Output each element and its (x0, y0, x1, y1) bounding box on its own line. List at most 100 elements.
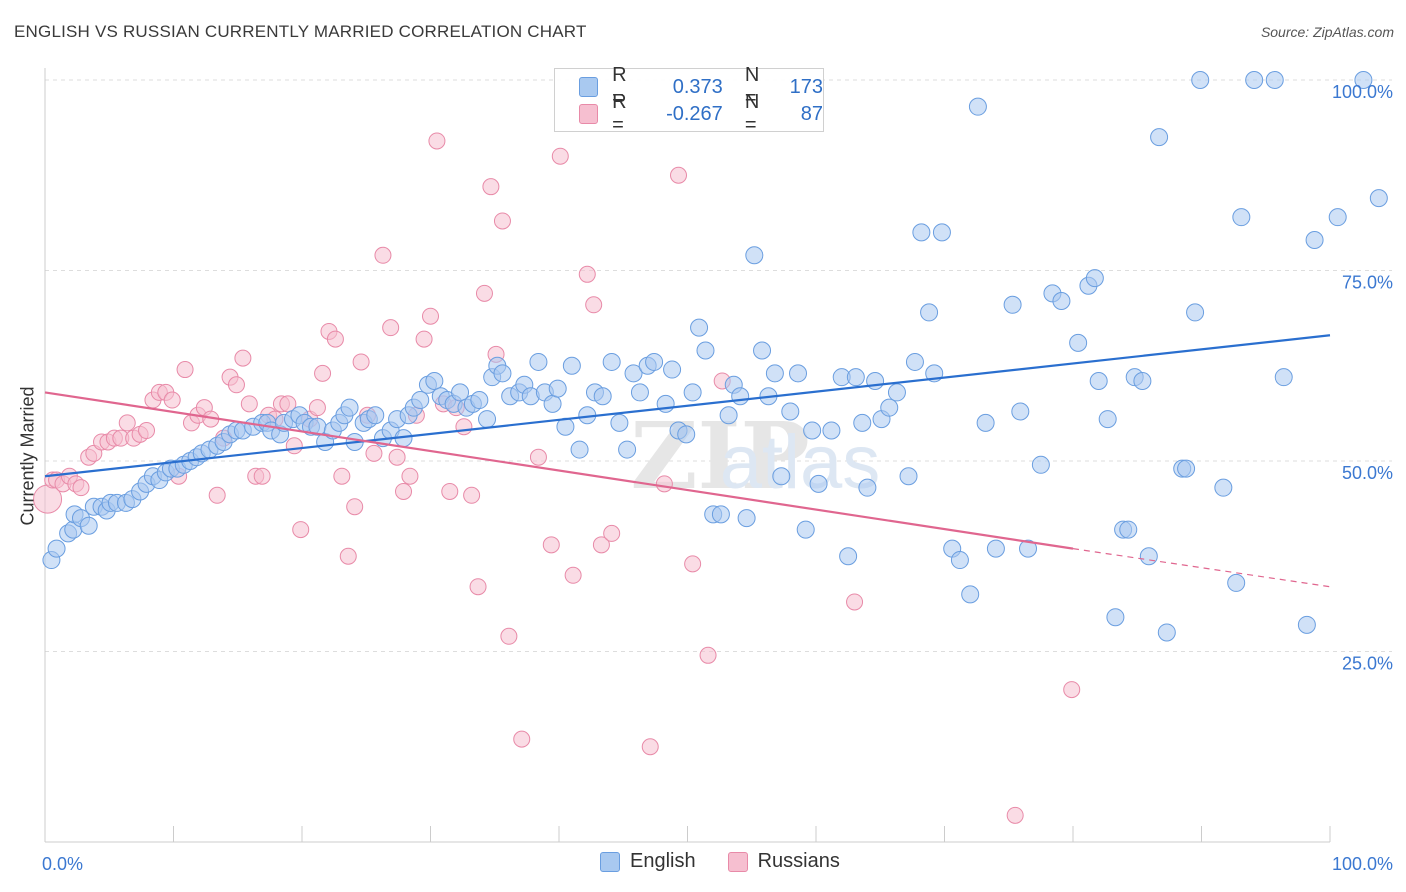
watermark-atlas: atlas (720, 420, 881, 505)
n-value: 173 (789, 75, 824, 98)
english-point (753, 341, 772, 360)
english-point (1328, 208, 1347, 227)
english-point (858, 478, 877, 497)
english-point (340, 398, 359, 417)
english-point (411, 391, 430, 410)
watermark: ZIP (630, 402, 809, 510)
english-point (1098, 410, 1117, 429)
legend-item-russians[interactable]: Russians (727, 850, 840, 873)
russians-point (684, 555, 702, 573)
russians-point (455, 418, 473, 436)
russians-swatch (579, 104, 599, 124)
russians-point (240, 395, 258, 413)
russians-point (415, 330, 433, 348)
english-point (478, 410, 497, 429)
russians-point (118, 414, 136, 432)
english-point (1354, 71, 1373, 89)
russians-point (352, 353, 370, 371)
english-point (1157, 623, 1176, 642)
stats-legend: R = 0.373 N = 173 R = -0.267 N = 87 (554, 64, 824, 136)
english-trend-line (44, 334, 1331, 478)
english-point (853, 413, 872, 432)
source-label: Source: ZipAtlas.com (1260, 24, 1394, 40)
russians-point (482, 178, 500, 196)
russians-point (72, 479, 90, 497)
english-point (737, 509, 756, 528)
english-point (1150, 128, 1169, 147)
grid-lines (45, 79, 1392, 652)
russians-point (428, 132, 446, 150)
english-point (593, 387, 612, 406)
english-point (1274, 368, 1293, 387)
russians-point (469, 578, 487, 596)
english-point (548, 379, 567, 398)
english-point (796, 520, 815, 539)
english-point (803, 421, 822, 440)
english-point (690, 318, 709, 337)
english-point (1119, 520, 1138, 539)
english-point (696, 341, 715, 360)
russians-point (163, 391, 181, 409)
english-point (711, 505, 730, 524)
english-point (968, 97, 987, 116)
russians-trend-extension (1072, 548, 1331, 588)
english-point (1139, 547, 1158, 566)
english-point (899, 467, 918, 486)
y-axis-label: Currently Married (17, 386, 38, 526)
english-point (1003, 295, 1022, 314)
russians-point (441, 482, 459, 500)
english-point (912, 223, 931, 242)
x-tick-label: 0.0% (42, 854, 83, 874)
english-point (1245, 71, 1264, 89)
english-point (1177, 459, 1196, 478)
russians-point (422, 307, 439, 325)
english-point (887, 383, 906, 402)
english-point (1227, 573, 1246, 592)
english-point (1011, 402, 1030, 421)
english-point (624, 364, 643, 383)
legend-label-english: English (630, 850, 696, 872)
english-point (846, 368, 865, 387)
english-point (602, 352, 621, 371)
russians-point (326, 330, 344, 348)
russians-point (529, 448, 547, 466)
english-point (950, 551, 969, 570)
english-point (1265, 71, 1284, 89)
russians-point (395, 482, 413, 500)
english-point (1052, 291, 1071, 310)
russians-point (564, 566, 582, 584)
english-point (1305, 231, 1324, 250)
russians-point (333, 467, 351, 485)
russians-point (388, 448, 406, 466)
english-point (961, 585, 980, 604)
english-point (610, 413, 629, 432)
x-tick-label: 100.0% (1332, 854, 1393, 874)
russians-point (374, 246, 392, 264)
english-point (920, 303, 939, 322)
english-point (839, 547, 858, 566)
english-point (1085, 269, 1104, 288)
english-point (866, 371, 885, 390)
legend-item-english[interactable]: English (600, 850, 696, 873)
y-tick-label: 25.0% (1342, 654, 1393, 674)
english-point (677, 425, 696, 444)
english-point (1069, 333, 1088, 352)
english-point (1019, 539, 1038, 558)
russians-point (1063, 681, 1081, 699)
english-point (79, 516, 98, 535)
r-label: R = (612, 64, 627, 109)
n-label: N = (744, 91, 760, 136)
russians-point (542, 536, 560, 554)
english-point (1089, 371, 1108, 390)
english-point (663, 360, 682, 379)
russians-points (33, 132, 1081, 824)
english-point (1191, 71, 1210, 89)
english-point (47, 539, 66, 558)
english-points (42, 71, 1388, 642)
english-point (451, 383, 470, 402)
russians-point (138, 422, 156, 440)
english-point (1297, 615, 1316, 634)
english-point (789, 364, 808, 383)
english-point (765, 364, 784, 383)
